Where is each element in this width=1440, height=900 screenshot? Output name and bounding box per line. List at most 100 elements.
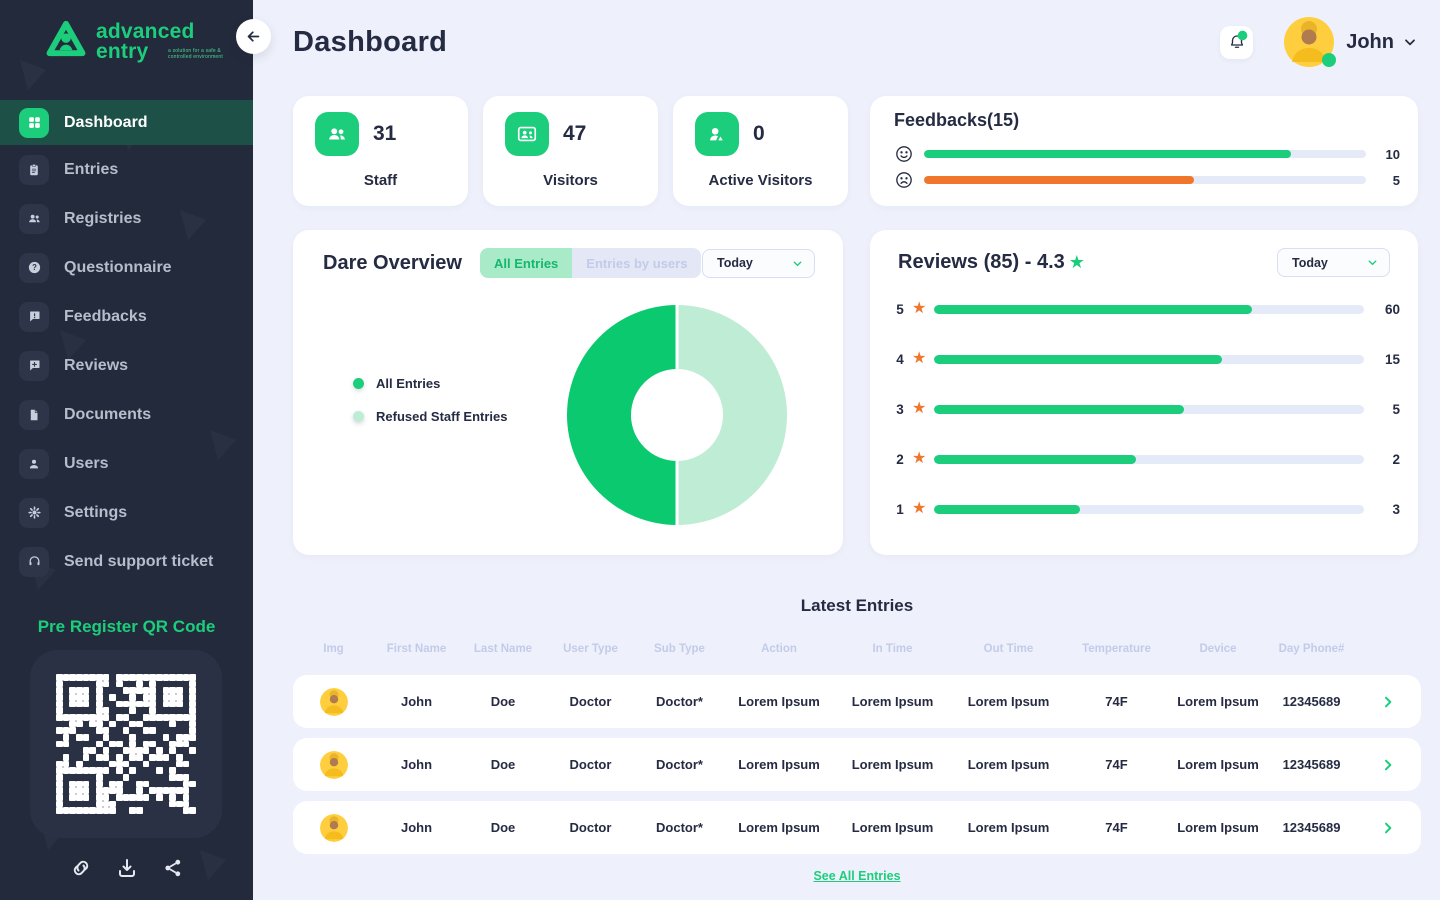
qr-code-container bbox=[30, 650, 222, 838]
app-name-line1: advanced bbox=[96, 20, 195, 43]
chevron-down-icon[interactable] bbox=[1402, 34, 1418, 50]
sidebar-item-users[interactable]: Users bbox=[0, 439, 253, 488]
feedback-bar-negative bbox=[924, 176, 1366, 184]
entries-icon bbox=[19, 154, 49, 185]
review-value: 60 bbox=[1384, 301, 1400, 317]
col-header-day-phone: Day Phone# bbox=[1278, 643, 1345, 655]
visitors-icon bbox=[505, 112, 549, 156]
review-bar bbox=[934, 504, 1364, 514]
sidebar-item-settings[interactable]: Settings bbox=[0, 488, 253, 537]
cell-user-type: Doctor bbox=[569, 820, 612, 835]
row-avatar bbox=[319, 813, 348, 842]
star-count: 3 bbox=[896, 401, 904, 417]
notifications-button[interactable] bbox=[1220, 25, 1254, 59]
cell-out-time: Lorem Ipsum bbox=[967, 757, 1050, 772]
legend-dot-light-green bbox=[353, 411, 364, 422]
col-header-in-time: In Time bbox=[872, 643, 913, 655]
sidebar-item-label: Users bbox=[64, 454, 109, 472]
stat-card-visitors: 47 Visitors bbox=[483, 96, 658, 206]
sidebar-item-label: Settings bbox=[64, 503, 128, 521]
review-value: 2 bbox=[1392, 451, 1400, 467]
chevron-right-icon[interactable] bbox=[1355, 820, 1421, 836]
legend-item-all-entries: All Entries bbox=[341, 376, 507, 391]
arrow-left-icon bbox=[247, 31, 260, 42]
review-value: 3 bbox=[1392, 501, 1400, 517]
donut-legend: All Entries Refused Staff Entries bbox=[341, 376, 507, 442]
review-row-1-star: 1 ★ 3 bbox=[894, 484, 1400, 534]
tab-all-entries[interactable]: All Entries bbox=[479, 248, 573, 278]
sidebar-item-registries[interactable]: Registries bbox=[0, 194, 253, 243]
overview-period-value: Today bbox=[717, 256, 753, 270]
chevron-right-icon[interactable] bbox=[1355, 694, 1421, 710]
stat-value: 47 bbox=[563, 122, 587, 145]
overview-title: Dare Overview bbox=[323, 251, 462, 274]
sidebar-item-entries[interactable]: Entries bbox=[0, 145, 253, 194]
sidebar-item-label: Questionnaire bbox=[64, 258, 172, 276]
overview-period-select[interactable]: Today bbox=[702, 248, 815, 278]
reviews-card: Reviews (85) - 4.3 ★ Today 5 ★ 60 4 ★ 15 bbox=[870, 230, 1418, 555]
cell-in-time: Lorem Ipsum bbox=[851, 757, 934, 772]
cell-user-type: Doctor bbox=[569, 757, 612, 772]
sidebar-item-feedbacks[interactable]: Feedbacks bbox=[0, 292, 253, 341]
cell-first-name: John bbox=[400, 694, 433, 709]
table-row[interactable]: John Doe Doctor Doctor* Lorem Ipsum Lore… bbox=[293, 675, 1421, 728]
user-name[interactable]: John bbox=[1346, 30, 1394, 53]
cell-user-type: Doctor bbox=[569, 694, 612, 709]
stat-label: Active Visitors bbox=[708, 172, 813, 189]
review-bar bbox=[934, 354, 1364, 364]
sidebar-item-documents[interactable]: Documents bbox=[0, 390, 253, 439]
col-header-out-time: Out Time bbox=[983, 643, 1034, 655]
sidebar-item-reviews[interactable]: Reviews bbox=[0, 341, 253, 390]
table-row[interactable]: John Doe Doctor Doctor* Lorem Ipsum Lore… bbox=[293, 801, 1421, 854]
sidebar-item-questionnaire[interactable]: ? Questionnaire bbox=[0, 243, 253, 292]
feedback-value: 5 bbox=[1392, 172, 1400, 188]
feedbacks-title: Feedbacks(15) bbox=[894, 110, 1020, 130]
star-count: 4 bbox=[896, 351, 904, 367]
sidebar-nav: Dashboard Entries Registries ? Questionn… bbox=[0, 100, 253, 586]
col-header-temperature: Temperature bbox=[1082, 643, 1151, 655]
users-icon bbox=[19, 448, 49, 479]
tab-entries-by-users[interactable]: Entries by users bbox=[572, 248, 702, 278]
cell-sub-type: Doctor* bbox=[656, 820, 703, 835]
sidebar: advanced entry a solution for a safe & c… bbox=[0, 0, 253, 900]
chevron-right-icon[interactable] bbox=[1355, 757, 1421, 773]
app-name-line2: entry bbox=[96, 40, 149, 63]
review-bars: 5 ★ 60 4 ★ 15 3 ★ 5 2 ★ 2 bbox=[894, 284, 1400, 534]
cell-action: Lorem Ipsum bbox=[738, 757, 820, 772]
cell-action: Lorem Ipsum bbox=[738, 820, 820, 835]
sidebar-item-label: Entries bbox=[64, 160, 119, 178]
see-all-entries-link[interactable]: See All Entries bbox=[813, 869, 901, 883]
table-row[interactable]: John Doe Doctor Doctor* Lorem Ipsum Lore… bbox=[293, 738, 1421, 791]
qr-code bbox=[56, 674, 196, 814]
sidebar-item-dashboard[interactable]: Dashboard bbox=[0, 100, 253, 145]
download-icon[interactable] bbox=[115, 856, 139, 880]
sidebar-item-support[interactable]: Send support ticket bbox=[0, 537, 253, 586]
cell-temperature: 74F bbox=[1105, 694, 1128, 709]
review-value: 15 bbox=[1384, 351, 1400, 367]
qr-actions bbox=[0, 856, 253, 880]
questionnaire-icon: ? bbox=[19, 252, 49, 283]
dashboard-icon bbox=[19, 107, 49, 138]
chevron-down-icon bbox=[791, 257, 804, 270]
cell-last-name: Doe bbox=[490, 757, 516, 772]
review-row-5-star: 5 ★ 60 bbox=[894, 284, 1400, 334]
cell-device: Lorem Ipsum bbox=[1177, 757, 1259, 772]
copy-link-icon[interactable] bbox=[69, 856, 93, 880]
feedback-value: 10 bbox=[1385, 146, 1400, 162]
star-count: 5 bbox=[896, 301, 904, 317]
cell-device: Lorem Ipsum bbox=[1177, 694, 1259, 709]
reviews-period-select[interactable]: Today bbox=[1277, 248, 1390, 277]
stat-value: 31 bbox=[373, 122, 397, 145]
review-bar bbox=[934, 454, 1364, 464]
share-icon[interactable] bbox=[161, 856, 185, 880]
col-header-first-name: First Name bbox=[386, 643, 447, 655]
review-row-2-star: 2 ★ 2 bbox=[894, 434, 1400, 484]
stat-label: Visitors bbox=[543, 172, 598, 189]
back-button[interactable] bbox=[236, 19, 271, 54]
orange-star-icon: ★ bbox=[912, 350, 927, 367]
qr-section-title: Pre Register QR Code bbox=[37, 617, 216, 636]
legend-label: All Entries bbox=[376, 376, 441, 391]
user-avatar[interactable] bbox=[1284, 17, 1337, 67]
sidebar-item-label: Feedbacks bbox=[64, 307, 147, 325]
cell-temperature: 74F bbox=[1105, 757, 1128, 772]
